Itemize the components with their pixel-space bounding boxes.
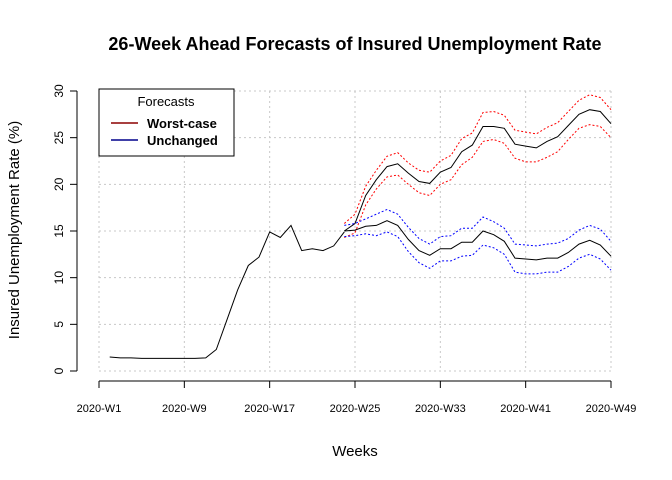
legend-label-unchanged: Unchanged <box>147 133 218 148</box>
legend: Forecasts Worst-case Unchanged <box>98 88 235 157</box>
x-tick-label: 2020-W41 <box>500 403 551 415</box>
chart-title: 26-Week Ahead Forecasts of Insured Unemp… <box>108 34 601 54</box>
y-tick-label: 20 <box>52 177 66 191</box>
y-tick-label: 10 <box>52 271 66 285</box>
x-axis-label: Weeks <box>332 443 378 460</box>
lower-band-worst-case <box>344 124 612 238</box>
upper-band-worst-case <box>343 94 612 224</box>
x-tick-label: 2020-W49 <box>586 403 637 415</box>
forecast-line-unchanged <box>344 220 612 261</box>
forecast-line-worst-case <box>344 109 612 232</box>
y-tick-label: 25 <box>52 131 66 145</box>
x-tick-label: 2020-W9 <box>162 403 207 415</box>
y-axis-label: Insured Unemployment Rate (%) <box>6 121 23 339</box>
x-tick-label: 2020-W17 <box>244 403 295 415</box>
x-tick-label: 2020-W25 <box>330 403 381 415</box>
axes-layer: 0 5 10 15 20 25 30 2020-W1 2020-W9 2020-W17 2020-W… <box>52 84 636 415</box>
y-tick-label: 15 <box>52 224 66 238</box>
lower-band-unchanged <box>344 231 612 275</box>
series-layer <box>109 94 612 359</box>
legend-label-worst-case: Worst-case <box>147 116 217 131</box>
x-tick-label: 2020-W1 <box>77 403 122 415</box>
legend-title: Forecasts <box>137 94 195 109</box>
y-tick-label: 0 <box>52 367 66 374</box>
upper-band-unchanged <box>344 208 612 247</box>
y-tick-label: 5 <box>52 321 66 328</box>
y-tick-label: 30 <box>52 84 66 98</box>
x-tick-label: 2020-W33 <box>415 403 466 415</box>
history-line <box>109 224 345 359</box>
